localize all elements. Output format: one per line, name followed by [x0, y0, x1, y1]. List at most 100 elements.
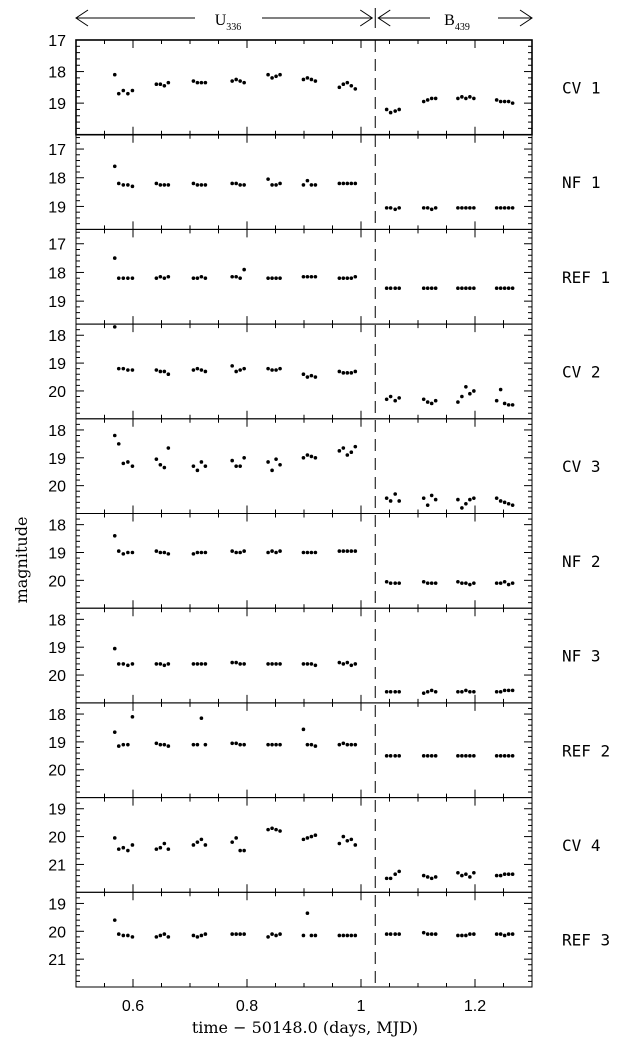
data-point — [421, 754, 426, 758]
data-point — [130, 550, 135, 555]
panel-frame — [75, 323, 533, 420]
data-point — [158, 82, 163, 86]
data-point — [301, 455, 306, 460]
data-point — [456, 689, 460, 694]
data-point — [191, 552, 196, 556]
data-point — [393, 754, 398, 758]
data-point — [393, 207, 398, 212]
data-point — [154, 741, 159, 746]
panel-frame — [75, 797, 533, 893]
data-point — [433, 206, 438, 210]
panel-frame — [75, 418, 533, 514]
data-point — [166, 446, 171, 450]
data-point — [126, 663, 130, 668]
data-point — [309, 834, 314, 839]
data-point — [388, 499, 393, 503]
data-point — [121, 933, 126, 938]
data-point — [349, 663, 354, 668]
data-point — [278, 72, 282, 77]
data-point — [121, 552, 126, 556]
data-point — [510, 503, 515, 507]
data-point — [397, 206, 401, 210]
data-point — [305, 550, 310, 555]
data-point — [230, 660, 234, 665]
data-point — [502, 754, 507, 758]
data-point — [388, 689, 393, 694]
data-point — [421, 99, 426, 104]
data-point — [384, 579, 389, 584]
data-point — [242, 455, 246, 460]
data-point — [121, 662, 126, 666]
data-point — [421, 286, 426, 291]
data-point — [345, 549, 350, 553]
data-point — [313, 455, 318, 460]
data-point — [158, 462, 163, 467]
y-tick-label: 19 — [48, 802, 66, 819]
data-point — [337, 933, 342, 938]
y-tick-label: 18 — [48, 518, 66, 535]
data-point — [456, 871, 460, 875]
data-point — [305, 662, 310, 666]
data-point — [238, 848, 242, 853]
data-point — [384, 496, 389, 500]
panel-label: REF 1 — [562, 268, 610, 287]
data-point — [121, 461, 126, 466]
data-point — [305, 76, 310, 80]
panel: 17 18 19 NF 1 — [48, 134, 601, 230]
data-point — [421, 397, 426, 402]
data-point — [154, 847, 159, 851]
data-point — [234, 369, 238, 374]
data-point — [238, 464, 242, 468]
data-point — [116, 932, 121, 936]
data-point — [126, 933, 130, 938]
data-point — [337, 660, 342, 665]
y-tick-label: 21 — [48, 857, 66, 874]
panel-label: REF 3 — [562, 931, 610, 950]
data-point — [305, 274, 310, 279]
data-point — [506, 99, 511, 104]
data-point — [162, 742, 167, 747]
data-point — [230, 741, 234, 746]
data-point — [154, 181, 159, 186]
data-point — [425, 581, 430, 585]
data-point — [313, 663, 318, 668]
data-point — [203, 276, 208, 280]
data-point — [203, 369, 208, 374]
data-point — [510, 206, 515, 210]
data-point — [309, 662, 314, 666]
data-point — [234, 181, 238, 186]
data-point — [301, 727, 306, 732]
data-point — [301, 77, 306, 82]
data-point — [464, 581, 468, 585]
data-point — [494, 754, 499, 758]
data-point — [305, 375, 310, 379]
data-point — [162, 276, 167, 280]
data-point — [230, 181, 234, 186]
band-label-u: U336 — [215, 12, 242, 33]
data-point — [393, 689, 398, 694]
data-point — [433, 689, 438, 694]
data-point — [166, 80, 171, 85]
data-point — [341, 181, 346, 186]
data-point — [421, 691, 426, 695]
data-point — [266, 935, 270, 939]
data-point — [112, 164, 117, 169]
data-point — [230, 364, 234, 368]
data-point — [116, 549, 121, 553]
data-point — [112, 325, 117, 329]
data-point — [126, 368, 130, 372]
data-point — [121, 742, 126, 747]
data-point — [494, 873, 499, 878]
data-point — [397, 689, 401, 694]
data-point — [384, 107, 389, 112]
data-point — [429, 932, 434, 936]
data-point — [388, 206, 393, 210]
data-point — [313, 744, 318, 748]
data-point — [126, 848, 130, 853]
data-point — [472, 689, 476, 694]
data-point — [510, 872, 515, 876]
data-point — [510, 581, 515, 585]
data-point — [313, 79, 318, 83]
data-point — [345, 276, 350, 280]
data-point — [242, 80, 246, 85]
